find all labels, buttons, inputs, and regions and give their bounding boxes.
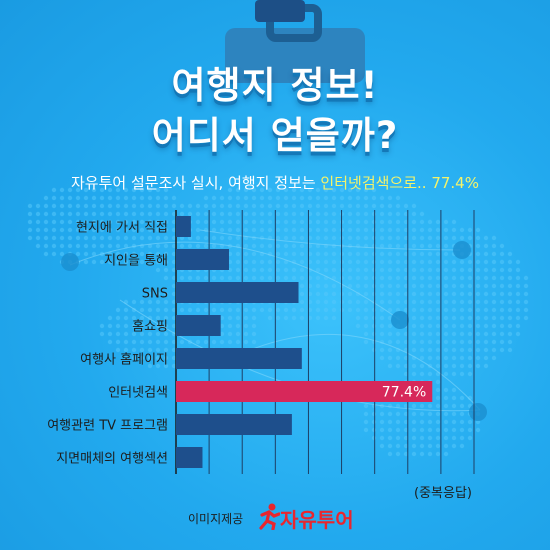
title-line-2: 어디서 얻을까?: [151, 114, 399, 157]
bar-highlight: [176, 381, 433, 402]
bar: [176, 249, 229, 270]
chart-bars: 77.4%: [176, 216, 433, 468]
brand-logo: 자유투어: [258, 502, 354, 532]
data-label: 77.4%: [382, 385, 426, 401]
category-label: 인터넷검색: [108, 386, 168, 401]
subtitle-prefix: 자유투어 설문조사 실시, 여행지 정보는: [71, 174, 321, 192]
credit-label: 이미지제공: [188, 512, 244, 526]
subtitle: 자유투어 설문조사 실시, 여행지 정보는 인터넷검색으로.. 77.4%: [0, 172, 550, 193]
bar: [176, 414, 292, 435]
running-person-icon: [259, 503, 281, 531]
world-map-dots: [27, 187, 529, 457]
category-label: 지인을 통해: [104, 254, 168, 269]
brand-name: 자유투어: [280, 508, 354, 532]
category-label: 지면매체의 여행섹션: [56, 451, 168, 467]
category-label: SNS: [142, 287, 168, 302]
bar: [176, 348, 302, 369]
chart-note: (중복응답): [414, 486, 472, 501]
image-credit: 이미지제공 자유투어: [0, 502, 550, 532]
suitcase-icon: [225, 0, 365, 83]
bar: [176, 315, 221, 336]
category-label: 여행사 홈페이지: [80, 352, 168, 368]
subtitle-highlight: 인터넷검색으로.. 77.4%: [320, 174, 479, 192]
category-label: 현지에 가서 직접: [76, 221, 168, 236]
title-line-1: 여행지 정보!: [171, 64, 379, 107]
bar: [176, 447, 203, 468]
category-label: 여행관련 TV 프로그램: [47, 418, 168, 434]
bar: [176, 282, 299, 303]
bar: [176, 216, 191, 237]
category-label: 홈쇼핑: [132, 320, 168, 335]
